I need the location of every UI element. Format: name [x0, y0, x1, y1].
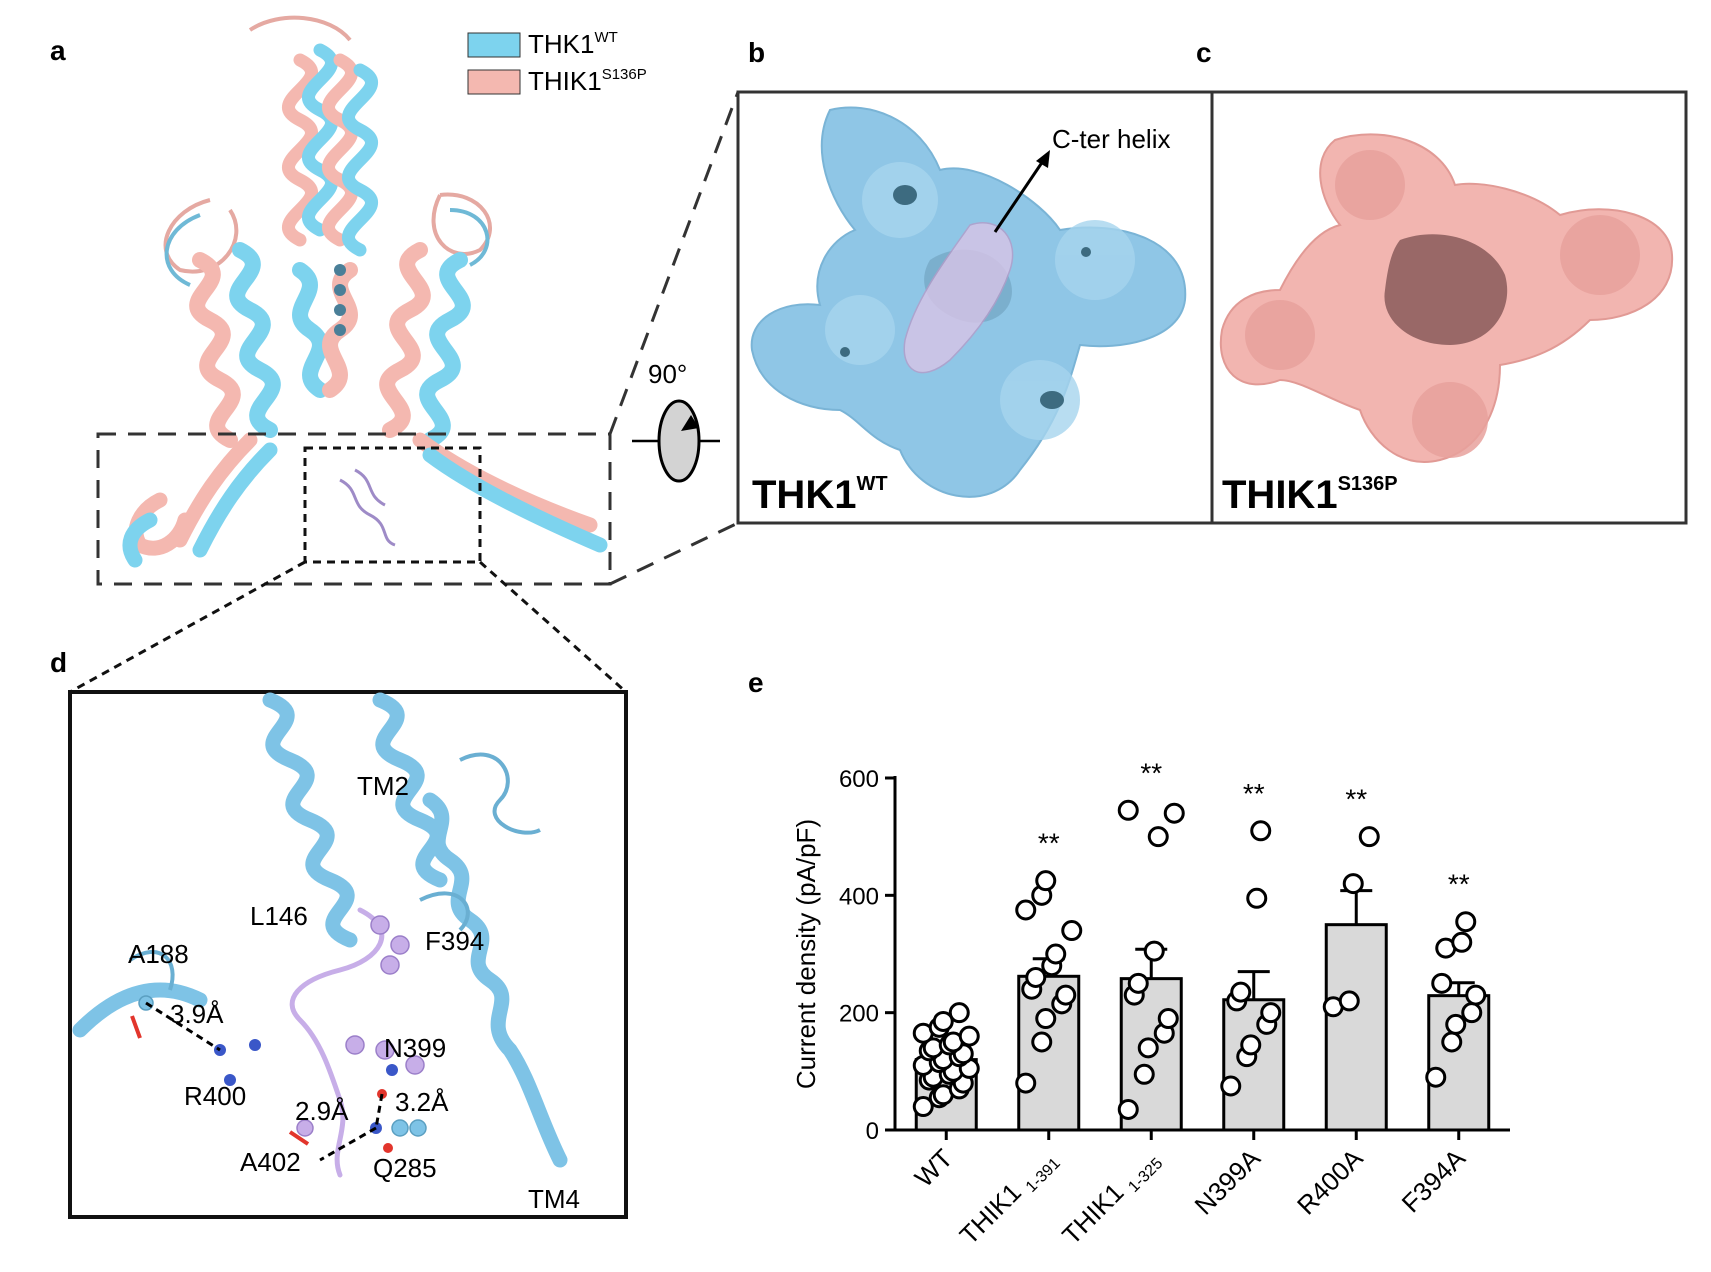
data-point	[1441, 1031, 1463, 1053]
c-ter-arrow	[993, 157, 1047, 233]
y-tick-label: 600	[839, 766, 879, 793]
bar-chart: ** ** ** ** ** 0 200 400 600 Current density (pA…	[791, 757, 1510, 1253]
zoom-box-large	[96, 91, 740, 586]
rotation-indicator: 90°	[632, 359, 720, 483]
data-point	[1035, 870, 1057, 892]
legend-label-wt: THK1WT	[528, 29, 618, 59]
data-point	[912, 1096, 934, 1118]
data-point	[1031, 1031, 1053, 1053]
panel-d: TM2 L146 F394 A188 3.9Å N399 R400 2.9Å 3…	[68, 690, 628, 1219]
label-l146: L146	[250, 901, 308, 931]
rotation-arrow-icon	[681, 415, 699, 431]
c-ter-helix-highlight	[903, 222, 1014, 374]
data-point	[958, 1025, 980, 1047]
data-point	[1445, 1013, 1467, 1035]
legend-label-s136p: THIK1S136P	[528, 66, 647, 96]
data-point	[1465, 984, 1487, 1006]
panel-a-structure	[122, 15, 608, 568]
data-point	[1137, 1037, 1159, 1059]
data-point	[1163, 802, 1185, 824]
arrow-head-icon	[1036, 150, 1050, 168]
data-point	[1117, 799, 1139, 821]
data-point	[1025, 966, 1047, 988]
data-point	[1240, 1034, 1262, 1056]
label-f394: F394	[425, 926, 484, 956]
data-point	[1451, 931, 1473, 953]
legend-swatch-s136p	[467, 69, 521, 95]
label-dist-3-2: 3.2Å	[395, 1087, 449, 1117]
panel-label-c: c	[1196, 37, 1212, 68]
label-a188: A188	[128, 939, 189, 969]
panel-label-a: a	[50, 35, 66, 66]
label-a402: A402	[240, 1147, 301, 1177]
data-point	[1461, 1002, 1483, 1024]
data-point	[1143, 940, 1165, 962]
data-point	[1133, 1063, 1155, 1085]
x-tick-label: R400A	[1291, 1143, 1369, 1221]
data-point	[1147, 826, 1169, 848]
significance-label: **	[1243, 778, 1265, 809]
label-tm2: TM2	[357, 771, 409, 801]
x-tick-label: THIK1 1-325	[1056, 1143, 1166, 1253]
data-point	[1061, 920, 1083, 942]
data-point	[1455, 911, 1477, 933]
label-dist-3-9: 3.9Å	[170, 999, 224, 1029]
significance-label: **	[1038, 828, 1060, 859]
y-tick-label: 400	[839, 883, 879, 910]
data-point	[1425, 1066, 1447, 1088]
y-tick-label: 200	[839, 1001, 879, 1028]
significance-label: **	[1345, 784, 1367, 815]
panel-c-surface: THIK1S136P	[1219, 133, 1674, 517]
panel-b-surface: C-ter helix THK1WT	[750, 106, 1187, 517]
c-ter-helix-label: C-ter helix	[1052, 124, 1170, 154]
data-point	[1220, 1075, 1242, 1097]
rotation-label: 90°	[648, 359, 687, 389]
label-r400: R400	[184, 1081, 246, 1111]
panel-label-e: e	[748, 667, 764, 698]
panel-label-b: b	[748, 37, 765, 68]
panel-b-title: THK1WT	[752, 473, 888, 517]
x-tick-label: F394A	[1396, 1143, 1472, 1219]
panel-label-d: d	[50, 647, 67, 678]
data-point	[1117, 1098, 1139, 1120]
legend: THK1WT THIK1S136P	[467, 29, 647, 96]
data-point	[1015, 899, 1037, 921]
panel-c-title: THIK1S136P	[1222, 473, 1398, 517]
data-point	[1260, 1002, 1282, 1024]
label-dist-2-9: 2.9Å	[295, 1096, 349, 1126]
label-n399: N399	[384, 1033, 446, 1063]
data-point	[1338, 990, 1360, 1012]
x-tick-label: THIK1 1-391	[954, 1143, 1064, 1253]
significance-label: **	[1448, 869, 1470, 900]
data-point	[948, 1002, 970, 1024]
significance-label: **	[1140, 757, 1162, 788]
label-tm4: TM4	[528, 1184, 580, 1214]
data-point	[1230, 981, 1252, 1003]
label-q285: Q285	[373, 1153, 437, 1183]
data-point	[1015, 1072, 1037, 1094]
data-point	[1045, 943, 1067, 965]
x-tick-label: N399A	[1189, 1143, 1267, 1221]
data-point	[1250, 820, 1272, 842]
x-tick-label: WT	[909, 1143, 959, 1193]
data-point	[1246, 887, 1268, 909]
data-point	[1157, 1008, 1179, 1030]
data-point	[932, 1010, 954, 1032]
data-point	[1035, 1008, 1057, 1030]
data-point	[1342, 873, 1364, 895]
data-point	[1431, 972, 1453, 994]
y-tick-label: 0	[866, 1118, 879, 1145]
data-point	[1358, 826, 1380, 848]
legend-swatch-wt	[467, 32, 521, 58]
bar	[1324, 923, 1388, 1132]
zoom-box-small	[69, 446, 627, 694]
data-point	[1127, 972, 1149, 994]
data-point	[1055, 984, 1077, 1006]
y-axis-label: Current density (pA/pF)	[791, 819, 821, 1089]
